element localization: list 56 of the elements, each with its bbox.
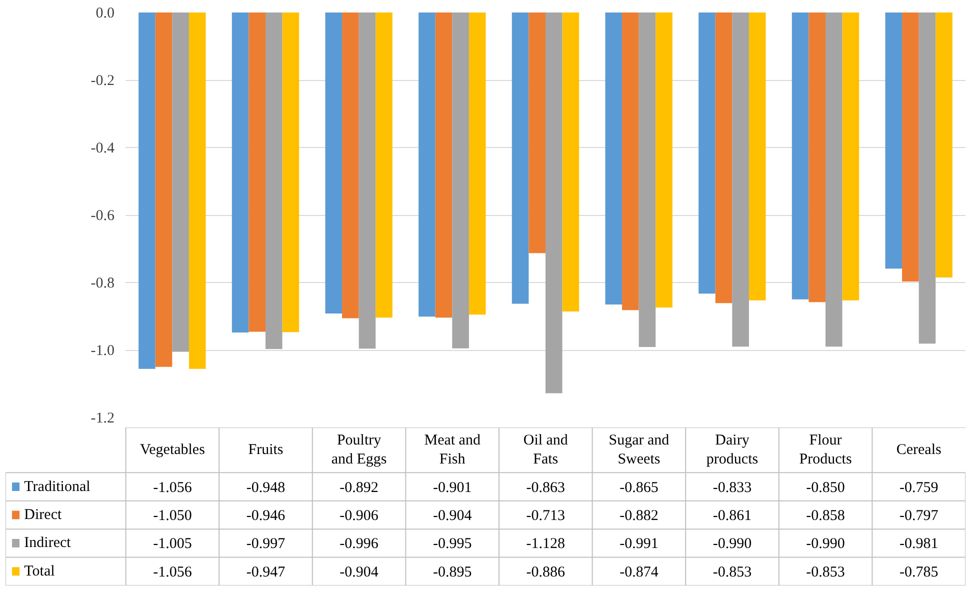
data-label: -0.990 (712, 536, 752, 552)
data-label: -0.946 (246, 508, 286, 524)
data-label: -0.863 (526, 480, 566, 496)
data-label: -1.128 (526, 536, 566, 552)
data-label: -0.906 (340, 508, 379, 524)
data-label: -0.861 (712, 508, 752, 524)
legend-label: Traditional (24, 478, 90, 495)
data-label: -0.785 (899, 564, 938, 580)
y-tick-label: 0.0 (96, 6, 114, 22)
data-label: -0.886 (526, 564, 566, 580)
legend-label: Indirect (24, 535, 72, 552)
data-label: -0.853 (712, 564, 752, 580)
data-label: -0.990 (806, 536, 845, 552)
x-tick-label: Cereals (896, 442, 942, 458)
legend-label: Total (24, 563, 55, 580)
x-tick-label: Meat and Fish (424, 432, 481, 468)
data-label: -0.996 (340, 536, 379, 552)
data-label: -0.895 (432, 564, 472, 580)
data-label: -1.056 (153, 564, 192, 580)
data-label: -1.005 (153, 536, 192, 552)
y-tick-label: -1.2 (90, 410, 115, 426)
x-tick-label: Poultry and Eggs (331, 432, 387, 468)
data-label: -0.991 (620, 536, 658, 552)
x-tick-label: Sugar and Sweets (608, 432, 670, 468)
y-tick-label: -0.8 (90, 276, 115, 292)
data-label: -0.947 (246, 564, 286, 580)
data-label: -1.050 (153, 508, 192, 524)
x-tick-label: Vegetables (140, 442, 206, 458)
x-tick-label: Flour Products (799, 432, 852, 468)
data-label: -0.797 (899, 508, 939, 524)
data-label: -0.995 (432, 536, 472, 552)
data-label: -0.892 (340, 480, 378, 496)
data-label: -0.759 (899, 480, 938, 496)
legend-label: Direct (24, 506, 62, 523)
data-label: -0.901 (432, 480, 472, 496)
data-label: -0.865 (620, 480, 658, 496)
data-label: -0.904 (432, 508, 472, 524)
y-tick-label: -0.6 (90, 208, 115, 224)
data-label: -0.850 (806, 480, 845, 496)
x-tick-label: Dairy products (706, 432, 758, 468)
data-label: -0.874 (620, 564, 659, 580)
data-label: -0.997 (246, 536, 286, 552)
data-label: -0.858 (806, 508, 845, 524)
y-tick-label: -0.2 (90, 73, 115, 89)
x-tick-label: Fruits (248, 442, 284, 458)
y-tick-label: -0.4 (90, 140, 115, 156)
data-label: -0.713 (526, 508, 566, 524)
y-tick-label: -1.0 (90, 343, 115, 359)
data-label: -0.904 (340, 564, 379, 580)
data-label: -0.833 (712, 480, 752, 496)
data-label: -0.853 (806, 564, 845, 580)
x-tick-label: Oil and Fats (523, 432, 568, 468)
data-label: -1.056 (153, 480, 192, 496)
data-label: -0.948 (246, 480, 286, 496)
data-label: -0.882 (620, 508, 658, 524)
data-label: -0.981 (899, 536, 938, 552)
